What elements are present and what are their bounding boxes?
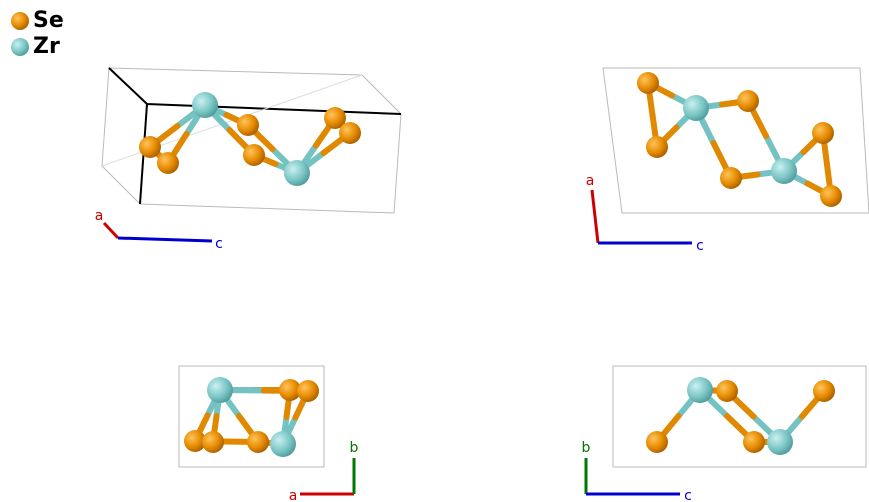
se-atom: [202, 431, 224, 453]
legend-label: Zr: [33, 34, 60, 59]
structure-viewer: Se Zr a c a c a b b c: [0, 0, 869, 502]
axis-arrow: [592, 190, 598, 243]
se-atom: [743, 431, 765, 453]
se-atom: [139, 136, 161, 158]
axis-label: a: [289, 488, 298, 502]
se-atom: [820, 185, 842, 207]
se-atom: [157, 152, 179, 174]
legend: Se Zr: [11, 8, 64, 59]
se-atom: [243, 144, 265, 166]
axis-label: c: [215, 236, 223, 252]
zr-atom: [284, 160, 310, 186]
zr-atom: [767, 429, 793, 455]
zr-atom: [192, 92, 218, 118]
zr-atom: [771, 158, 797, 184]
zr-atom: [207, 377, 233, 403]
zr-atom: [270, 431, 296, 457]
se-atom: [813, 380, 835, 402]
axis-arrow: [104, 223, 118, 238]
zr-atom: [683, 95, 709, 121]
se-atom: [716, 380, 738, 402]
axis-label: b: [582, 440, 591, 456]
axis-label: b: [350, 440, 359, 456]
legend-swatch: [11, 38, 29, 56]
axis-labels: a c a c a b b c: [95, 173, 704, 502]
se-atom: [339, 122, 361, 144]
legend-swatch: [11, 12, 29, 30]
zr-atom: [687, 377, 713, 403]
se-atom: [812, 122, 834, 144]
se-atom: [297, 380, 319, 402]
se-atom: [247, 431, 269, 453]
se-atom: [720, 167, 742, 189]
legend-label: Se: [33, 8, 64, 33]
se-atom: [737, 90, 759, 112]
se-atom: [646, 136, 668, 158]
se-atom: [646, 431, 668, 453]
axis-label: a: [586, 173, 595, 189]
axis-arrow: [118, 238, 212, 241]
axis-label: c: [684, 488, 692, 502]
se-atom: [237, 114, 259, 136]
axis-label: a: [95, 208, 104, 224]
cell-box: [179, 366, 324, 467]
se-atom: [637, 72, 659, 94]
axis-label: c: [696, 238, 704, 254]
